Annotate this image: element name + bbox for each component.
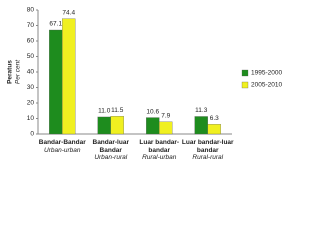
y-axis-label-en: Per cent [15,59,22,84]
data-label: 11.3 [195,107,208,114]
category-label: Luar bandar-luar bandar [181,139,234,154]
x-tick-label: Bandar-luar Bandar Urban-rural [85,139,137,162]
y-tick-label: 30 [27,84,35,91]
x-tick-label: Bandar-Bandar Urban-urban [36,139,88,154]
bar [110,116,124,135]
y-tick-label: 70 [27,22,35,29]
data-label: 11.0 [98,108,111,115]
data-label: 10.6 [146,108,159,115]
legend-swatch [241,69,249,77]
data-label: 11.5 [111,107,124,114]
y-tick-label: 0 [30,131,34,138]
x-tick-label: Luar bandar-luar bandar Rural-rural [182,139,234,162]
legend-label: 2005-2010 [251,82,282,89]
legend-label: 1995-2000 [251,70,282,77]
chart-root: Peratus Per cent 0 10 20 30 40 50 60 70 80 67.1 74… [7,7,283,162]
bar [97,116,111,135]
y-tick-label: 10 [27,115,35,122]
category-label: Bandar-Bandar [38,139,86,146]
category-label-en: Urban-rural [94,154,128,161]
bar [49,29,63,135]
category-label-en: Rural-rural [192,154,224,161]
bar [194,116,208,135]
data-label: 67.1 [49,21,62,28]
chart: Peratus Per cent 0 10 20 30 40 50 60 70 80 67.174… [7,7,283,138]
y-tick-label: 50 [27,53,35,60]
category-label: Luar bandar-bandar [139,139,180,154]
bar [159,121,173,135]
bar [207,124,221,135]
x-tick-label: Luar bandar-bandar Rural-urban [133,139,185,162]
data-label: 74.4 [62,9,75,16]
data-label: 7.9 [161,112,170,119]
bar [62,18,76,135]
y-tick-label: 80 [27,7,35,14]
category-label-en: Urban-urban [44,146,81,154]
bar [146,117,160,135]
category-label-en: Rural-urban [142,154,177,161]
y-tick-label: 20 [27,100,35,107]
legend-swatch [241,81,249,89]
category-label: Bandar-luar Bandar [92,139,129,154]
y-axis-label: Peratus [7,60,14,84]
data-label: 6.3 [210,115,219,122]
y-tick-label: 60 [27,38,35,45]
y-tick-label: 40 [27,69,35,76]
